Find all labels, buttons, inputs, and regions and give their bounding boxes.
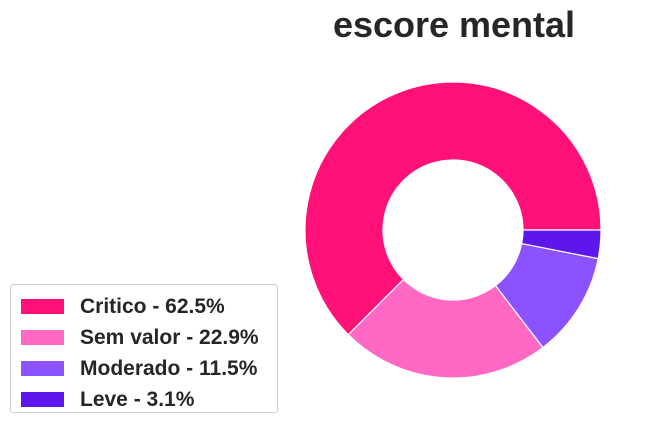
legend-label: Leve - 3.1%: [80, 387, 195, 411]
legend-item-moderado: Moderado - 11.5%: [11, 353, 277, 384]
legend: Critico - 62.5% Sem valor - 22.9% Moderado…: [10, 284, 278, 413]
legend-item-sem-valor: Sem valor - 22.9%: [11, 322, 277, 353]
legend-swatch: [21, 330, 64, 345]
legend-label: Sem valor - 22.9%: [80, 325, 259, 349]
legend-item-leve: Leve - 3.1%: [11, 384, 277, 415]
legend-label: Moderado - 11.5%: [80, 356, 258, 380]
pie-slice-sem-valor: [347, 278, 544, 379]
legend-swatch: [21, 392, 64, 407]
legend-swatch: [21, 299, 64, 314]
legend-item-critico: Critico - 62.5%: [11, 291, 277, 322]
legend-swatch: [21, 361, 64, 376]
legend-label: Critico - 62.5%: [80, 294, 225, 318]
chart-title: escore mental: [332, 4, 576, 45]
pie-slice-critico: [304, 81, 602, 336]
pie-slice-leve: [520, 229, 602, 260]
